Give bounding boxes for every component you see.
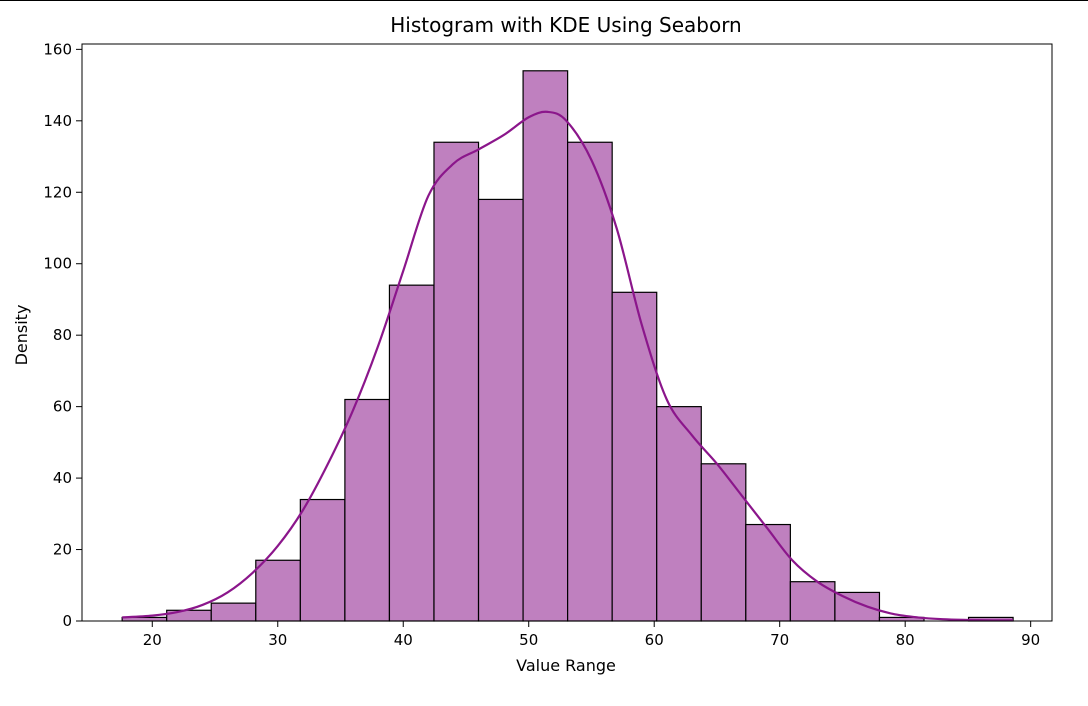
y-ticks: 0 20 40 60 80 100 120 140 160	[43, 40, 82, 630]
x-tick-label: 20	[143, 631, 162, 649]
histogram-bar	[656, 406, 702, 622]
histogram-bar	[210, 602, 257, 622]
y-tick-label: 20	[53, 541, 72, 559]
kde-layer	[122, 110, 1014, 622]
histogram-bar	[388, 284, 435, 622]
histogram-bar	[611, 291, 658, 622]
histogram-bar	[745, 523, 791, 622]
y-tick-label: 160	[43, 40, 72, 58]
histogram-bar	[834, 591, 881, 622]
x-ticks: 20 30 40 50 60 70 80 90	[143, 621, 1040, 649]
y-tick-label: 100	[43, 255, 72, 273]
y-tick-label: 60	[53, 398, 72, 416]
y-tick-label: 40	[53, 469, 72, 487]
x-tick-label: 70	[770, 631, 789, 649]
histogram-bar	[700, 463, 747, 622]
y-tick-label: 0	[62, 612, 72, 630]
chart-title: Histogram with KDE Using Seaborn	[390, 13, 741, 37]
plot-frame	[81, 43, 1053, 622]
histogram-bar	[255, 559, 301, 622]
y-axis-label: Density	[12, 305, 31, 366]
x-tick-label: 50	[519, 631, 538, 649]
histogram-bar	[299, 498, 346, 622]
x-tick-label: 30	[268, 631, 287, 649]
x-tick-label: 40	[394, 631, 413, 649]
x-axis-label: Value Range	[516, 656, 616, 675]
y-tick-label: 140	[43, 112, 72, 130]
histogram-bar	[433, 141, 480, 622]
bars-layer	[121, 70, 1014, 622]
histogram-bar	[522, 70, 569, 622]
histogram-bar	[344, 398, 391, 622]
x-tick-label: 90	[1021, 631, 1040, 649]
histogram-bar	[567, 141, 613, 622]
y-tick-label: 120	[43, 183, 72, 201]
kde-curve	[122, 110, 1014, 622]
y-tick-label: 80	[53, 326, 72, 344]
x-tick-label: 80	[896, 631, 915, 649]
x-tick-label: 60	[645, 631, 664, 649]
histogram-bar	[477, 198, 524, 622]
